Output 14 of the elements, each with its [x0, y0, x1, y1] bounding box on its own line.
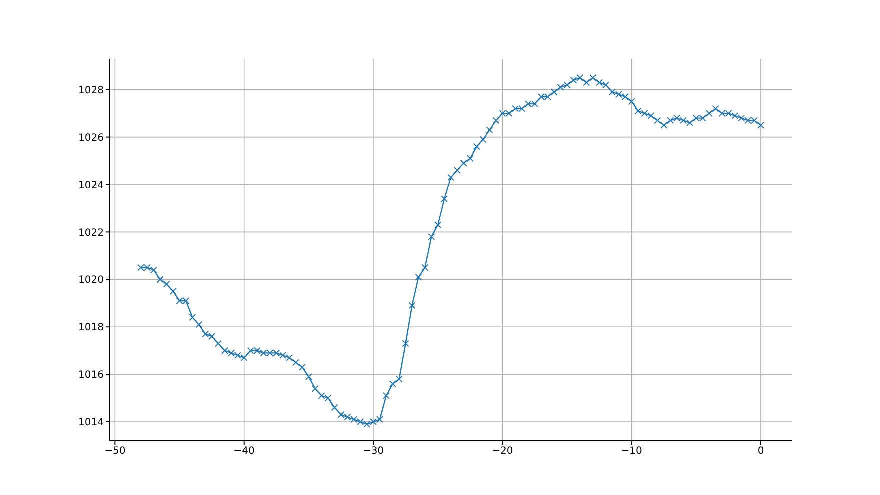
- x-tick-label: −50: [104, 446, 126, 458]
- y-tick-label: 1016: [78, 370, 104, 382]
- y-tick-label: 1020: [78, 275, 104, 286]
- x-tick-label: −40: [234, 446, 255, 458]
- y-tick-label: 1014: [78, 418, 104, 429]
- y-tick-label: 1026: [78, 132, 104, 144]
- x-tick-label: −10: [621, 446, 642, 458]
- y-tick-label: 1018: [78, 322, 104, 334]
- y-tick-label: 1022: [78, 228, 104, 239]
- y-tick-label: 1024: [78, 180, 104, 192]
- x-tick-label: 0: [758, 446, 764, 458]
- x-tick-label: −20: [492, 446, 514, 458]
- y-tick-label: 1028: [78, 85, 104, 96]
- x-tick-label: −30: [362, 446, 384, 458]
